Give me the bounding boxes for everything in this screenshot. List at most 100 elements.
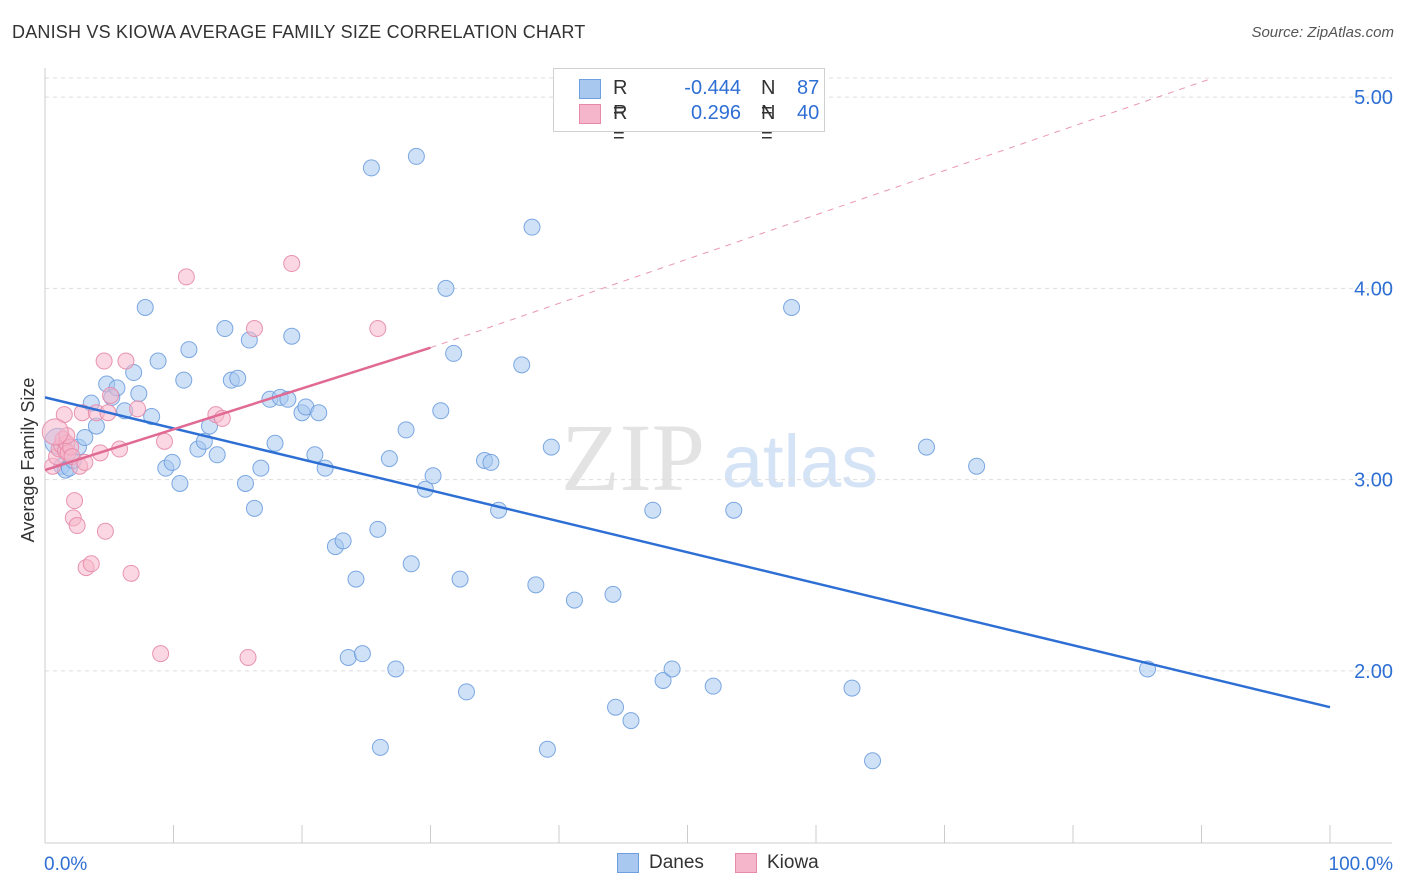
danes-trend-line xyxy=(44,396,1331,709)
danes-point-31 xyxy=(245,499,263,517)
danes-point-47 xyxy=(353,645,371,663)
danes-point-34 xyxy=(266,434,284,452)
danes-point-69 xyxy=(538,740,556,758)
watermark-zip: ZIP xyxy=(561,404,705,511)
kiowa-point-27 xyxy=(117,352,135,370)
kiowa-trend-line xyxy=(44,346,431,472)
danes-point-68 xyxy=(527,576,545,594)
danes-point-26 xyxy=(216,320,234,338)
kiowa-point-32 xyxy=(177,268,195,286)
danes-r-label: R = xyxy=(613,77,628,122)
trend-lines xyxy=(44,77,1331,709)
danes-point-50 xyxy=(371,738,389,756)
danes-point-49 xyxy=(369,520,387,538)
danes-point-28 xyxy=(229,369,247,387)
danes-point-25 xyxy=(208,446,226,464)
kiowa-point-14 xyxy=(68,517,86,535)
kiowa-point-22 xyxy=(95,352,113,370)
y-tick-label-0: 2.00 xyxy=(1354,661,1393,683)
chart-title: DANISH VS KIOWA AVERAGE FAMILY SIZE CORR… xyxy=(12,22,586,42)
danes-point-16 xyxy=(149,352,167,370)
danes-point-37 xyxy=(283,327,301,345)
danes-point-62 xyxy=(457,683,475,701)
danes-point-61 xyxy=(451,570,469,588)
danes-point-5 xyxy=(76,429,94,447)
danes-n-value: 87 xyxy=(797,77,820,99)
kiowa-point-28 xyxy=(122,564,140,582)
danes-point-78 xyxy=(704,677,722,695)
x-tick-label-end: 100.0% xyxy=(1329,854,1394,875)
danes-point-57 xyxy=(424,467,442,485)
danes-point-77 xyxy=(663,660,681,678)
danes-point-79 xyxy=(725,501,743,519)
danes-point-48 xyxy=(362,159,380,177)
watermark-atlas: atlas xyxy=(722,420,878,503)
source-credit: Source: ZipAtlas.com xyxy=(1251,24,1394,41)
danes-point-20 xyxy=(175,371,193,389)
danes-point-55 xyxy=(407,147,425,165)
danes-point-13 xyxy=(130,385,148,403)
danes-point-19 xyxy=(171,474,189,492)
danes-point-51 xyxy=(380,450,398,468)
kiowa-point-23 xyxy=(96,522,114,540)
kiowa-n-label: N = xyxy=(761,102,776,147)
danes-n-label: N = xyxy=(761,77,776,122)
danes-point-64 xyxy=(482,453,500,471)
danes-point-76 xyxy=(654,671,672,689)
kiowa-point-31 xyxy=(156,432,174,450)
danes-point-66 xyxy=(513,356,531,374)
danes-point-84 xyxy=(968,457,986,475)
kiowa-point-39 xyxy=(41,418,69,446)
kiowa-trend-extension xyxy=(430,77,1213,349)
danes-point-70 xyxy=(542,438,560,456)
danes-point-59 xyxy=(437,279,455,297)
danes-point-54 xyxy=(402,555,420,573)
gridlines xyxy=(45,77,1392,672)
danes-point-80 xyxy=(783,299,801,316)
danes-point-44 xyxy=(334,532,352,550)
danes-point-58 xyxy=(432,402,450,420)
danes-point-21 xyxy=(180,341,198,359)
watermark: ZIP atlas xyxy=(561,404,878,511)
danes-point-15 xyxy=(143,408,161,426)
bottom-danes-label: Danes xyxy=(649,852,704,873)
stats-legend: R = -0.444 N = 87 R = 0.296 N = 40 xyxy=(553,68,825,147)
y-tick-label-1: 3.00 xyxy=(1354,470,1393,492)
danes-point-52 xyxy=(387,660,405,678)
x-tick-label-start: 0.0% xyxy=(44,854,87,875)
bottom-danes-swatch xyxy=(617,853,639,873)
kiowa-point-29 xyxy=(129,400,147,418)
danes-point-67 xyxy=(523,218,541,236)
kiowa-point-38 xyxy=(369,320,387,338)
y-axis-label: Average Family Size xyxy=(18,378,38,543)
danes-point-41 xyxy=(310,404,328,422)
danes-point-75 xyxy=(644,501,662,519)
danes-r-value: -0.444 xyxy=(684,77,741,99)
kiowa-swatch xyxy=(579,104,601,124)
kiowa-point-36 xyxy=(245,320,263,338)
danes-point-71 xyxy=(565,591,583,609)
danes-point-72 xyxy=(604,585,622,603)
kiowa-n-value: 40 xyxy=(797,102,820,124)
danes-point-32 xyxy=(252,459,270,477)
y-tick-label-2: 4.00 xyxy=(1354,278,1393,300)
kiowa-point-30 xyxy=(152,645,170,663)
bottom-kiowa-label: Kiowa xyxy=(767,852,819,873)
kiowa-point-13 xyxy=(66,492,84,510)
danes-point-53 xyxy=(397,421,415,439)
bottom-kiowa-swatch xyxy=(735,853,757,873)
danes-point-74 xyxy=(622,712,640,730)
danes-point-73 xyxy=(607,698,625,716)
y-tick-label-3: 5.00 xyxy=(1354,87,1393,109)
axis-labels: 2.00 3.00 4.00 5.00 0.0% 100.0% Average Family… xyxy=(18,87,1393,875)
danes-point-18 xyxy=(163,453,181,471)
kiowa-point-35 xyxy=(239,648,257,666)
danes-point-45 xyxy=(339,648,357,666)
kiowa-r-label: R = xyxy=(613,102,628,147)
kiowa-point-37 xyxy=(283,255,301,273)
danes-point-81 xyxy=(843,679,861,697)
danes-point-14 xyxy=(136,299,154,316)
danes-point-82 xyxy=(864,752,882,770)
kiowa-points xyxy=(41,255,387,666)
